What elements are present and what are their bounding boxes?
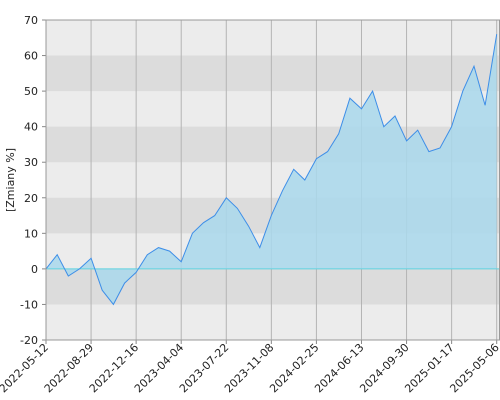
grid-band bbox=[46, 55, 500, 92]
y-tick-label: 10 bbox=[24, 227, 38, 240]
y-tick-label: 20 bbox=[24, 192, 38, 205]
line bbox=[45, 34, 498, 306]
y-tick-label: 70 bbox=[24, 14, 38, 27]
area bbox=[46, 34, 497, 305]
y-tick-label: 60 bbox=[24, 50, 38, 63]
y-tick-label: 50 bbox=[24, 85, 38, 98]
y-axis-label: [Zmiany %] bbox=[4, 148, 17, 212]
y-tick-label: -20 bbox=[20, 334, 38, 347]
y-tick-label: 30 bbox=[24, 156, 38, 169]
y-tick-label: 40 bbox=[24, 121, 38, 134]
y-tick-label: 0 bbox=[31, 263, 38, 276]
y-tick-label: -10 bbox=[20, 298, 38, 311]
